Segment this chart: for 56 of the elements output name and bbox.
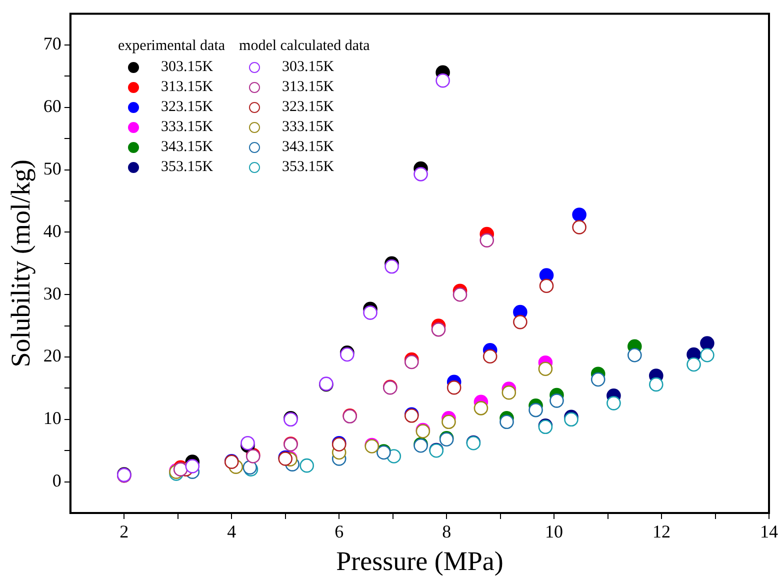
point (431, 322, 446, 337)
point (649, 377, 664, 392)
point (474, 401, 488, 416)
x-tick-label: 4 (227, 522, 236, 542)
x-axis-title: Pressure (MPa) (336, 546, 504, 576)
legend-label: 303.15K (282, 58, 334, 76)
x-tick-label: 10 (545, 522, 564, 542)
point (480, 233, 494, 248)
y-tick-label: 50 (43, 158, 62, 179)
point (446, 380, 462, 395)
point (502, 385, 516, 400)
x-tick-label: 14 (760, 522, 778, 542)
point (452, 287, 468, 302)
point (414, 167, 428, 182)
y-tick-label: 30 (43, 283, 62, 304)
point (528, 402, 543, 418)
x-tick-label: 6 (334, 522, 344, 542)
legend-label: 343.15K (161, 138, 214, 156)
legend-label: 323.15K (282, 98, 334, 116)
annotation: model calculated data (239, 38, 370, 55)
point (572, 208, 586, 222)
y-tick-label: 0 (52, 470, 62, 491)
annotation: experimental data (118, 38, 226, 55)
x-tick-label: 12 (652, 522, 671, 542)
legend-label: 313.15K (161, 78, 214, 96)
y-tick-label: 40 (43, 220, 62, 241)
point (700, 336, 714, 350)
legend-label: 333.15K (161, 118, 214, 136)
point (442, 414, 456, 430)
point (628, 348, 642, 362)
legend-label: 353.15K (282, 158, 334, 176)
legend-label: 303.15K (161, 58, 214, 76)
legend-label: 333.15K (282, 118, 334, 136)
point (240, 436, 255, 450)
legend-label: 343.15K (282, 138, 334, 156)
y-tick-label: 60 (43, 96, 62, 116)
legend-label: 353.15K (161, 158, 214, 176)
point (436, 73, 450, 88)
y-axis-title: Solubility (mol/kg) (5, 160, 36, 368)
x-tick-label: 2 (120, 522, 129, 542)
point (363, 306, 378, 320)
legend-label: 323.15K (161, 98, 214, 116)
point (185, 459, 200, 474)
point (606, 396, 621, 410)
point (500, 414, 514, 430)
x-tick-label: 8 (442, 522, 452, 542)
y-tick-label: 10 (43, 408, 62, 428)
y-tick-label: 70 (43, 34, 62, 54)
point (482, 349, 498, 364)
point (564, 412, 578, 427)
y-tick-label: 20 (43, 346, 62, 366)
legend-label: 313.15K (282, 78, 334, 96)
point (590, 372, 606, 387)
point (384, 259, 399, 274)
point (538, 362, 553, 376)
point (550, 394, 564, 408)
